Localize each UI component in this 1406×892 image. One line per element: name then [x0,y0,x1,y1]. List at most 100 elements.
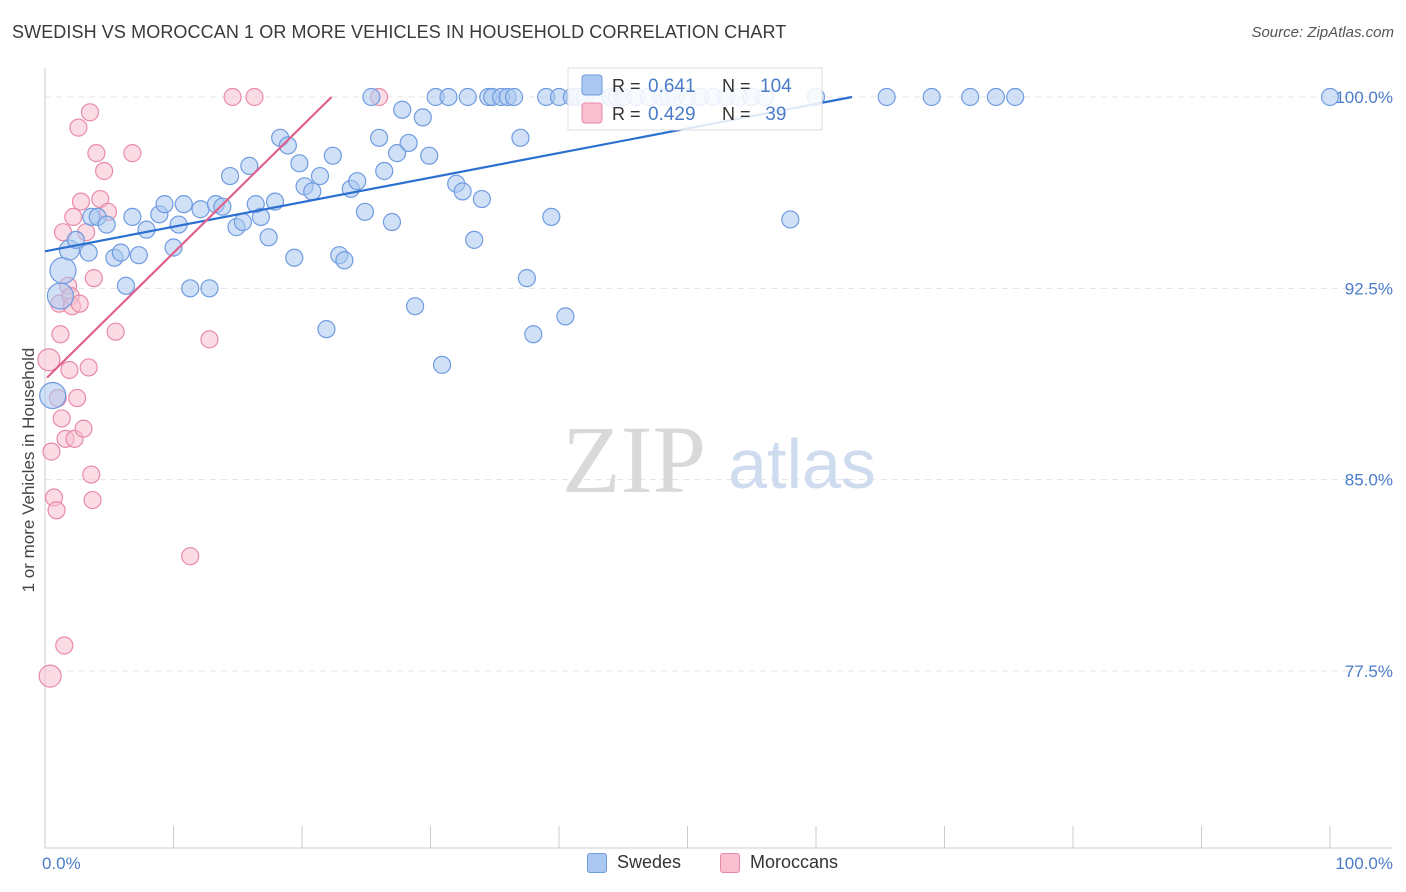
swedes-point-55 [413,108,432,127]
swedes-point-70 [511,128,530,147]
legend-item-swedes[interactable]: Swedes [587,852,681,873]
swedes-point-1 [46,282,75,310]
swedes-point-61 [453,182,472,201]
stats-r-value-swedes: 0.641 [648,76,696,97]
moroccans-point-24 [79,358,98,377]
x-tick-label-0: 0.0% [42,854,81,873]
moroccans-point-4 [47,501,66,520]
swedes-point-41 [323,146,342,165]
moroccans-point-37 [223,87,242,107]
swedes-point-49 [375,161,394,181]
moroccans-point-19 [69,118,88,137]
swedes-point-2 [49,256,77,285]
swedes-point-12 [129,246,148,265]
swedes-point-21 [191,200,210,219]
moroccans-trend-line [46,96,333,379]
swedes-point-51 [387,144,407,163]
y-tick-label-0: 100.0% [1335,88,1393,107]
stats-r-label-swedes: R = [612,76,646,96]
moroccans-point-38 [245,87,264,107]
swedes-point-8 [97,215,116,234]
stats-n-label-swedes: N = [722,76,756,96]
moroccans-point-16 [64,207,83,227]
swedes-point-69 [504,87,524,107]
moroccans-point-8 [52,409,71,428]
swedes-point-50 [382,212,402,232]
moroccans-point-31 [95,161,114,181]
swedes-point-59 [439,87,458,107]
moroccans-point-29 [87,144,106,163]
moroccans-point-36 [200,330,219,349]
swedes-point-100 [961,87,980,107]
swedes-point-35 [285,248,304,267]
stats-legend: R = 0.641 N = 104 R = 0.429 N = 39 [567,67,823,131]
stats-r-label-moroccans: R = [612,104,646,124]
watermark-atlas: atlas [728,425,876,503]
swedes-point-103 [1320,87,1340,107]
moroccans-point-33 [106,322,125,341]
moroccans-point-13 [60,360,79,380]
swedes-point-16 [155,195,174,214]
legend-swatch-moroccans [720,852,740,873]
swedes-point-98 [877,87,896,107]
swedes-point-14 [137,220,156,239]
moroccans-point-27 [83,490,102,510]
y-tick-label-2: 85.0% [1345,471,1393,490]
swedes-point-64 [472,189,491,209]
swedes-point-53 [399,133,418,153]
swedes-point-0 [39,381,67,410]
swedes-point-46 [355,202,375,221]
swedes-point-74 [542,207,561,227]
source-label: Source: ZipAtlas.com [1251,24,1394,41]
swedes-point-38 [303,182,322,201]
swedes-point-27 [233,212,252,232]
chart-title: SWEDISH VS MOROCCAN 1 OR MORE VEHICLES I… [12,22,787,42]
swedes-point-45 [348,172,367,191]
swedes-point-56 [420,146,439,165]
moroccans-point-0 [37,348,61,372]
legend-swatch-swedes [587,852,607,873]
swedes-point-30 [251,207,270,227]
swedes-point-47 [362,87,381,107]
moroccans-point-34 [123,144,142,163]
moroccans-point-26 [82,465,101,484]
stats-swatch-swedes [581,74,603,96]
moroccans-point-22 [74,419,93,438]
legend-label-swedes: Swedes [617,852,682,872]
y-tick-labels: 100.0% 92.5% 85.0% 77.5% [1335,88,1393,681]
trend-lines [44,95,853,379]
swedes-point-11 [116,276,136,295]
swedes-point-10 [111,243,130,262]
moroccans-point-2 [42,442,61,461]
swedes-point-43 [335,251,354,270]
swedes-point-34 [278,136,297,155]
moroccans-point-28 [84,269,103,288]
swedes-point-101 [986,87,1006,107]
swedes-point-102 [1006,87,1025,107]
swedes-point-58 [432,355,452,374]
legend-label-moroccans: Moroccans [750,852,839,872]
swedes-point-13 [123,207,142,227]
stats-swatch-moroccans [581,102,603,124]
swedes-point-99 [922,87,941,107]
moroccans-point-21 [71,192,91,211]
swedes-point-48 [370,128,389,147]
swedes-point-36 [290,154,309,173]
swedes-point-20 [181,279,200,298]
swedes-point-5 [79,243,98,262]
stats-r-value-moroccans: 0.429 [648,104,696,125]
swedes-point-96 [781,210,800,229]
stats-legend-box [567,67,823,131]
swedes-point-17 [164,238,183,257]
moroccans-point-1 [38,664,62,688]
swedes-point-71 [517,269,536,288]
watermark-zip: ZIP [562,406,706,513]
grid-lines [45,96,1390,672]
legend-item-moroccans[interactable]: Moroccans [720,852,838,873]
moroccans-point-18 [68,388,87,408]
x-tick-label-1: 100.0% [1335,854,1393,873]
swedes-point-31 [259,228,278,247]
swedes-point-54 [405,297,425,316]
moroccans-point-7 [51,325,70,344]
bottom-legend: Swedes Moroccans [0,852,1406,878]
